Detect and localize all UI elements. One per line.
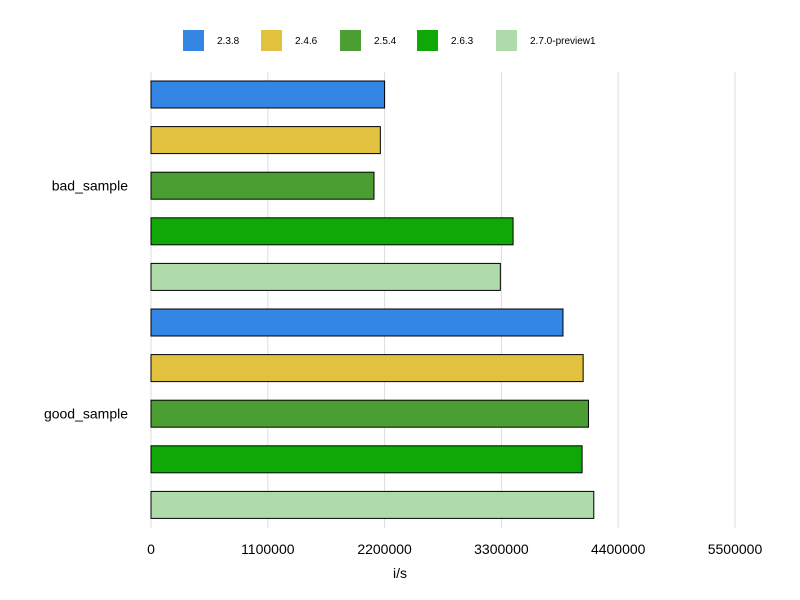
x-axis-title: i/s <box>393 565 407 581</box>
legend-label: 2.3.8 <box>217 36 240 47</box>
bar-bad_sample-2.7.0-preview1 <box>150 262 501 291</box>
legend-swatch <box>183 30 204 51</box>
bar-bad_sample-2.6.3 <box>150 217 514 246</box>
legend-label: 2.5.4 <box>374 36 397 47</box>
legend-item: 2.3.8 <box>183 30 240 51</box>
bar-good_sample-2.7.0-preview1 <box>150 490 595 519</box>
legend-swatch <box>340 30 361 51</box>
x-tick-label: 1100000 <box>241 541 295 557</box>
category-label: good_sample <box>44 406 128 422</box>
x-tick-label: 4400000 <box>591 541 646 557</box>
bar-good_sample-2.5.4 <box>150 399 589 428</box>
legend-item: 2.6.3 <box>417 30 474 51</box>
x-tick-label: 2200000 <box>357 541 412 557</box>
bar-good_sample-2.4.6 <box>150 354 584 383</box>
legend-swatch <box>417 30 438 51</box>
legend-label: 2.4.6 <box>295 36 318 47</box>
legend-label: 2.6.3 <box>451 36 474 47</box>
category-labels: bad_sample good_sample <box>44 178 128 422</box>
x-tick-label: 0 <box>147 541 155 557</box>
legend-swatch <box>261 30 282 51</box>
x-tick-label: 5500000 <box>708 541 763 557</box>
x-tick-label: 3300000 <box>474 541 529 557</box>
legend-item: 2.5.4 <box>340 30 397 51</box>
x-axis-ticks: 0 1100000 2200000 3300000 4400000 5500000 <box>147 541 762 557</box>
legend-label: 2.7.0-preview1 <box>530 36 596 47</box>
category-label: bad_sample <box>52 178 128 194</box>
bar-bad_sample-2.3.8 <box>150 80 386 109</box>
legend-item: 2.7.0-preview1 <box>496 30 596 51</box>
legend-item: 2.4.6 <box>261 30 318 51</box>
bar-good_sample-2.6.3 <box>150 445 583 474</box>
bars <box>150 80 595 519</box>
bar-bad_sample-2.4.6 <box>150 126 381 155</box>
legend: 2.3.8 2.4.6 2.5.4 2.6.3 2.7.0-preview1 <box>183 30 596 51</box>
bar-bad_sample-2.5.4 <box>150 171 375 200</box>
bar-good_sample-2.3.8 <box>150 308 564 337</box>
legend-swatch <box>496 30 517 51</box>
